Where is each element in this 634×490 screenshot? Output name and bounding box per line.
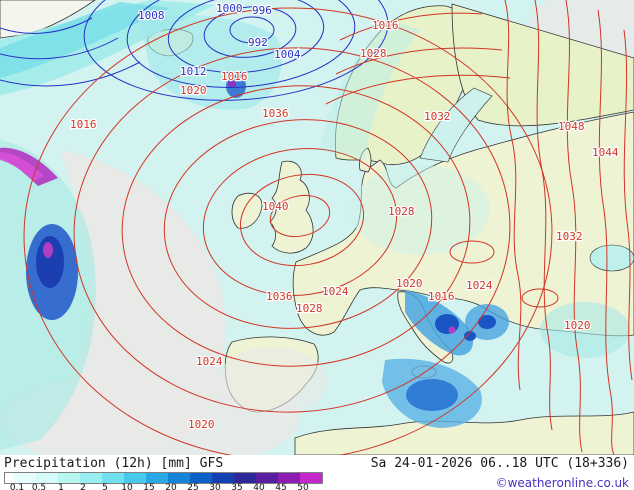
land-finland-russia [451, 3, 634, 127]
isobar-label: 1016 [428, 290, 455, 303]
sea-black-sea [589, 244, 634, 272]
isobar-label: 1000 [216, 2, 243, 15]
scale-segment [80, 473, 102, 483]
legend-bar: Precipitation (12h) [mm] GFS Sa 24-01-20… [0, 455, 634, 490]
scale-segment [300, 473, 322, 483]
isobar-label: 1016 [70, 118, 97, 131]
isobar-label: 1012 [180, 65, 207, 78]
isobar-label: 1036 [262, 107, 289, 120]
isobar-label: 1020 [564, 319, 591, 332]
scale-label: 45 [275, 483, 287, 490]
scale-label: 2 [80, 483, 86, 490]
land-britain [269, 160, 314, 254]
isobar-label: 1032 [424, 110, 451, 123]
scale-segment [234, 473, 256, 483]
scale-label: 50 [297, 483, 309, 490]
scale-segment [190, 473, 212, 483]
precip-scale-labels: 0.1 0.5 1 2 5 10 15 20 25 30 35 40 45 50 [4, 483, 334, 490]
scale-label: 35 [231, 483, 243, 490]
isobar-label: 992 [248, 36, 268, 49]
isobar-label: 1044 [592, 146, 619, 159]
scale-label: 0.1 [9, 483, 25, 490]
scale-segment [168, 473, 190, 483]
scale-segment [36, 473, 58, 483]
isobar-label: 996 [252, 4, 272, 17]
scale-segment [124, 473, 146, 483]
scale-label: 20 [165, 483, 177, 490]
scale-label: 5 [102, 483, 108, 490]
forecast-datetime: Sa 24-01-2026 06..18 UTC (18+336) [370, 456, 629, 471]
isobar-labels: 1016 1016 1020 1036 1032 1016 1028 1048 1044 1040… [69, 1, 620, 432]
scale-label: 25 [187, 483, 199, 490]
scale-label: 15 [143, 483, 155, 490]
isobars-red [23, 0, 633, 455]
isobar-label: 1016 [372, 19, 399, 32]
land-north-africa [294, 411, 634, 455]
scale-label: 10 [121, 483, 133, 490]
dry-iberia [217, 347, 327, 417]
scale-segment [278, 473, 300, 483]
scale-segment [58, 473, 80, 483]
sea-baltic [419, 87, 493, 163]
isobar-label: 1016 [221, 70, 248, 83]
map-canvas: 1016 1016 1020 1036 1032 1016 1028 1048 1044 1040… [0, 0, 634, 455]
scale-label: 40 [253, 483, 265, 490]
isobar-label: 1040 [262, 200, 289, 213]
isobar-label: 1032 [556, 230, 583, 243]
isobar-label: 1004 [274, 48, 301, 61]
isobar-label: 1024 [196, 355, 223, 368]
isobar-label: 1036 [266, 290, 293, 303]
scale-segment [212, 473, 234, 483]
scale-segment [146, 473, 168, 483]
isobar-label: 1020 [396, 277, 423, 290]
scale-label: 1 [58, 483, 64, 490]
isobar-label: 1028 [296, 302, 323, 315]
isobar-label: 1024 [466, 279, 493, 292]
precipitation-areas [0, 0, 630, 450]
isobar-label: 1024 [322, 285, 349, 298]
scale-segment [14, 473, 36, 483]
scale-label: 0.5 [31, 483, 47, 490]
weather-map: 1016 1016 1020 1036 1032 1016 1028 1048 1044 1040… [0, 0, 634, 455]
isobar-label: 1020 [188, 418, 215, 431]
precip-color-scale [4, 472, 323, 484]
isobar-label: 1008 [138, 9, 165, 22]
isobar-label: 1028 [360, 47, 387, 60]
land-ireland [231, 192, 263, 229]
scale-segment [102, 473, 124, 483]
scale-label: 30 [209, 483, 221, 490]
isobar-label: 1028 [388, 205, 415, 218]
isobar-label: 1048 [558, 120, 585, 133]
isobar-label: 1020 [180, 84, 207, 97]
legend-title: Precipitation (12h) [mm] GFS [4, 456, 224, 471]
copyright-link[interactable]: ©weatheronline.co.uk [495, 476, 629, 490]
scale-segment [5, 473, 14, 483]
scale-segment [256, 473, 278, 483]
